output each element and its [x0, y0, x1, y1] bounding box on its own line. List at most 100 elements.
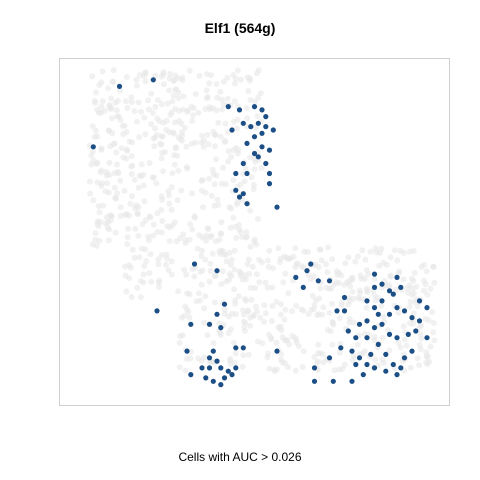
background-point [278, 351, 285, 357]
highlighted-point [416, 318, 423, 324]
background-point [338, 302, 345, 309]
background-point [214, 196, 221, 203]
background-point [146, 213, 153, 220]
background-point [195, 355, 202, 362]
background-point [376, 262, 383, 269]
background-point [421, 277, 427, 284]
highlighted-point [368, 351, 374, 357]
background-point [113, 195, 119, 202]
background-point [227, 355, 234, 362]
background-point [115, 170, 122, 177]
background-point [186, 314, 193, 321]
background-point [265, 350, 272, 357]
background-point [171, 161, 178, 168]
background-point [413, 283, 420, 290]
background-point [186, 291, 193, 298]
background-point [379, 356, 386, 363]
background-point [176, 117, 183, 124]
background-point [126, 262, 133, 268]
background-point [232, 75, 239, 82]
background-point [367, 248, 374, 255]
highlighted-point [401, 308, 408, 314]
background-point [364, 285, 370, 292]
highlighted-point [326, 278, 333, 284]
background-point [251, 236, 258, 243]
highlighted-point [233, 345, 239, 351]
background-point [204, 225, 211, 232]
background-point [166, 129, 173, 136]
background-point [146, 160, 153, 166]
background-point [400, 323, 407, 330]
background-point [142, 217, 149, 224]
background-point [93, 89, 99, 96]
background-point [248, 296, 255, 303]
background-point [88, 152, 95, 159]
background-point [232, 300, 239, 307]
background-point [199, 267, 206, 274]
highlighted-point [413, 328, 419, 334]
background-point [222, 120, 229, 127]
background-point [172, 72, 179, 79]
background-point [290, 253, 297, 260]
background-point [217, 230, 224, 237]
background-point [166, 200, 173, 207]
background-point [145, 97, 152, 104]
highlighted-point [214, 358, 220, 364]
background-point [406, 248, 413, 255]
background-point [123, 288, 130, 295]
highlighted-point [274, 348, 280, 354]
background-point [108, 105, 115, 112]
background-point [106, 226, 113, 233]
background-point [220, 164, 227, 171]
background-point [235, 150, 241, 157]
background-point [254, 113, 261, 120]
background-point [255, 338, 261, 345]
background-point [158, 193, 165, 200]
background-point [128, 94, 135, 101]
background-point [94, 220, 101, 227]
background-point [156, 277, 163, 284]
highlighted-point [379, 281, 385, 287]
background-point [239, 233, 246, 240]
highlighted-point [341, 308, 348, 314]
background-point [236, 221, 242, 228]
chart-title: Elf1 (564g) [204, 20, 276, 36]
background-point [109, 130, 116, 137]
background-point [323, 261, 330, 268]
background-point [411, 269, 418, 276]
highlighted-point [251, 150, 258, 157]
background-point [393, 286, 400, 293]
background-point [418, 263, 425, 270]
background-point [244, 261, 251, 268]
background-point [339, 365, 346, 372]
background-point [140, 182, 147, 189]
background-point [191, 214, 198, 221]
background-point [203, 87, 210, 94]
highlighted-point [383, 351, 389, 357]
highlighted-point [221, 301, 228, 307]
background-point [288, 308, 295, 315]
background-point [183, 164, 190, 171]
background-point [329, 319, 336, 326]
background-point [141, 263, 148, 269]
highlighted-point [150, 77, 156, 83]
background-point [230, 177, 237, 184]
background-point [169, 222, 176, 229]
background-point [427, 285, 434, 292]
background-point [143, 258, 150, 264]
highlighted-point [188, 321, 194, 327]
background-point [160, 168, 167, 175]
highlighted-point [240, 345, 246, 351]
background-point [155, 261, 162, 268]
background-point [354, 253, 361, 260]
background-point [217, 133, 224, 140]
highlighted-point [353, 361, 359, 368]
background-point [331, 367, 338, 374]
background-point [153, 132, 160, 138]
background-point [176, 107, 183, 114]
background-point [128, 193, 135, 200]
background-point [281, 337, 288, 344]
highlighted-point [375, 311, 381, 317]
background-point [98, 145, 105, 152]
background-point [318, 257, 325, 264]
